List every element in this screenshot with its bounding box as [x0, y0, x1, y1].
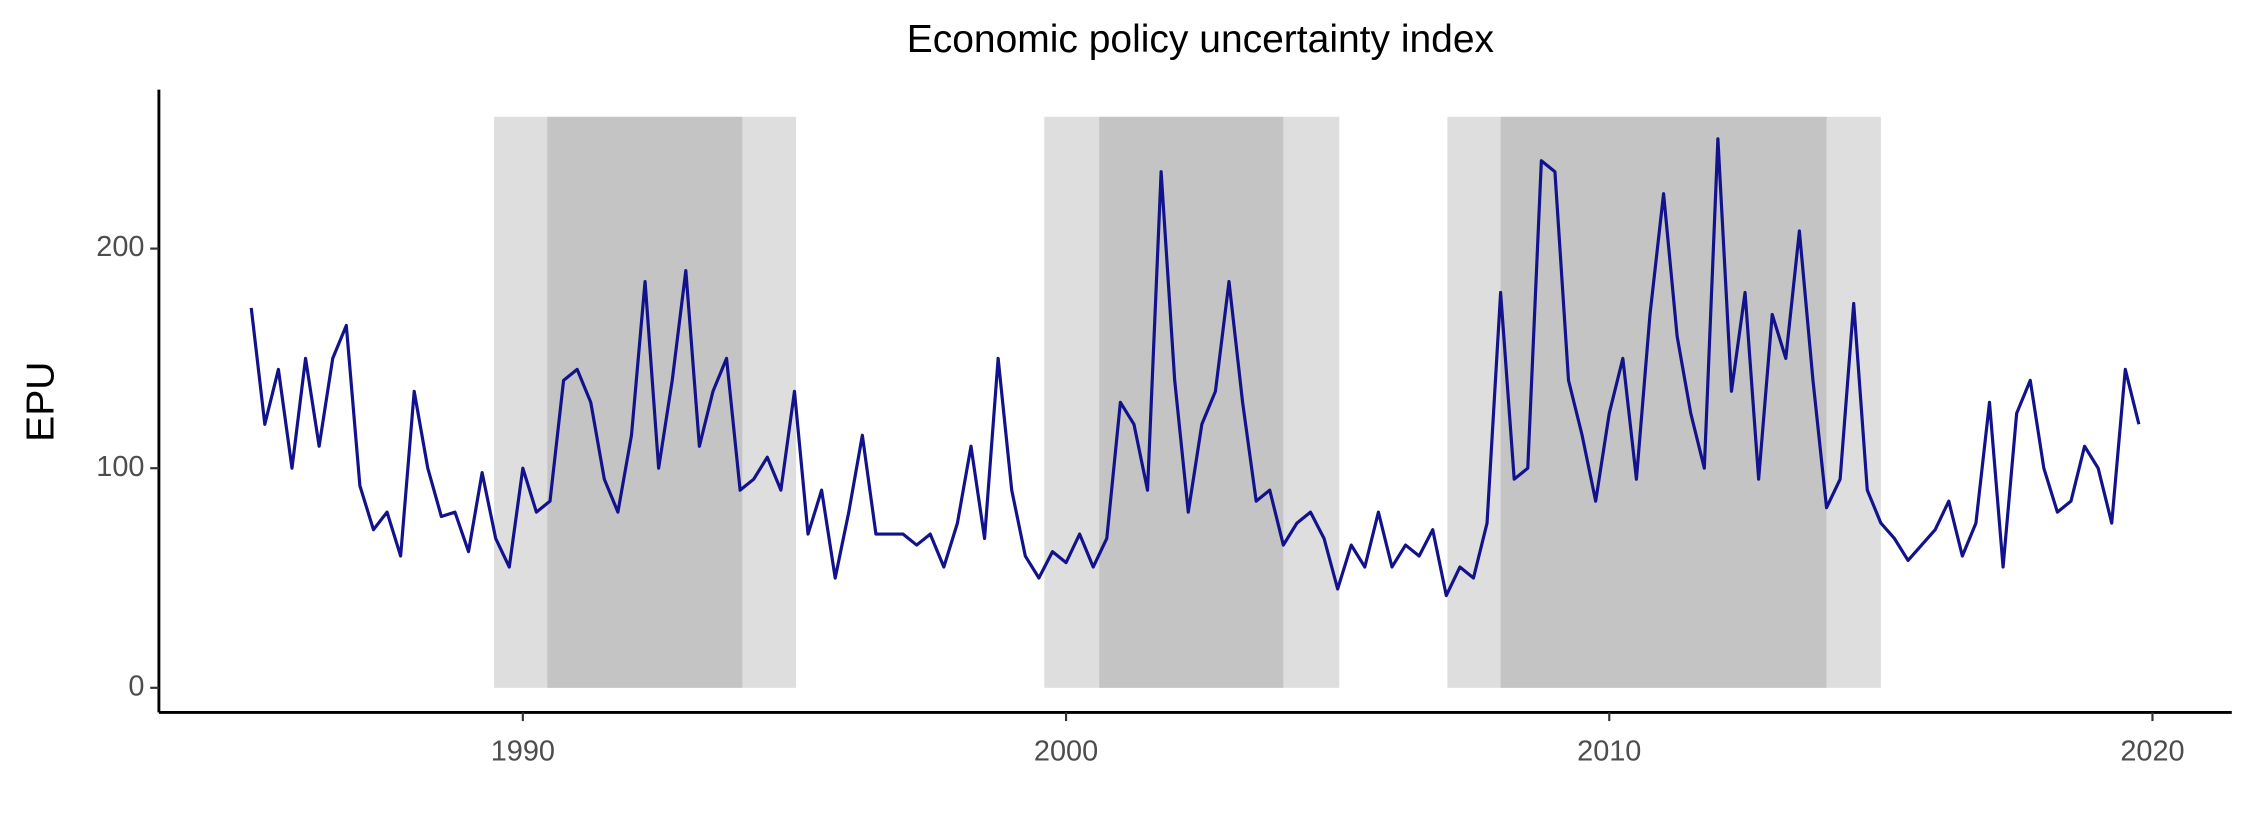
y-tick-label: 0	[128, 670, 144, 702]
shaded-region	[547, 116, 743, 688]
chart-title: Economic policy uncertainty index	[907, 18, 1495, 61]
x-tick-label: 2010	[1577, 735, 1641, 767]
shaded-region	[1099, 116, 1284, 688]
x-tick-label: 2020	[2120, 735, 2184, 767]
y-axis-label: EPU	[20, 362, 63, 442]
x-tick-label: 2000	[1034, 735, 1098, 767]
series-line	[249, 137, 2141, 598]
x-tick-label: 1990	[491, 735, 555, 767]
shaded-region	[1500, 116, 1827, 688]
y-tick-label: 100	[96, 451, 144, 483]
y-tick-label: 200	[96, 231, 144, 263]
